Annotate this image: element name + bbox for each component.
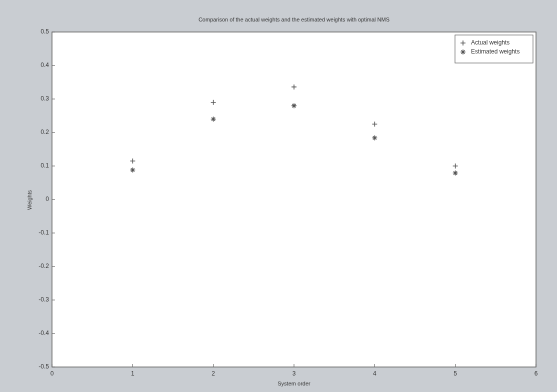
y-axis-label: Weights <box>27 190 33 210</box>
y-tick-label: 0.1 <box>41 164 50 170</box>
y-tick-label: 0.3 <box>41 97 50 103</box>
legend-marker <box>461 50 466 55</box>
y-tick-label: -0.5 <box>39 365 50 371</box>
chart: Comparison of the actual weights and the… <box>0 0 557 392</box>
point <box>292 103 297 108</box>
point <box>130 168 135 173</box>
point <box>372 135 377 140</box>
y-tick-label: 0.5 <box>41 30 50 36</box>
y-tick-label: 0.2 <box>41 130 50 136</box>
y-tick-label: -0.4 <box>39 331 50 337</box>
x-axis-label: System order <box>278 381 311 387</box>
legend-label: Actual weights <box>471 41 510 47</box>
chart-title: Comparison of the actual weights and the… <box>198 17 389 23</box>
y-tick-label: -0.1 <box>39 231 50 237</box>
plot-area <box>52 32 536 367</box>
y-tick-label: -0.2 <box>39 264 50 270</box>
y-tick-label: -0.3 <box>39 298 50 304</box>
y-tick-label: 0.4 <box>41 63 50 69</box>
legend-label: Estimated weights <box>471 50 520 56</box>
point <box>453 171 458 176</box>
point <box>211 117 216 122</box>
